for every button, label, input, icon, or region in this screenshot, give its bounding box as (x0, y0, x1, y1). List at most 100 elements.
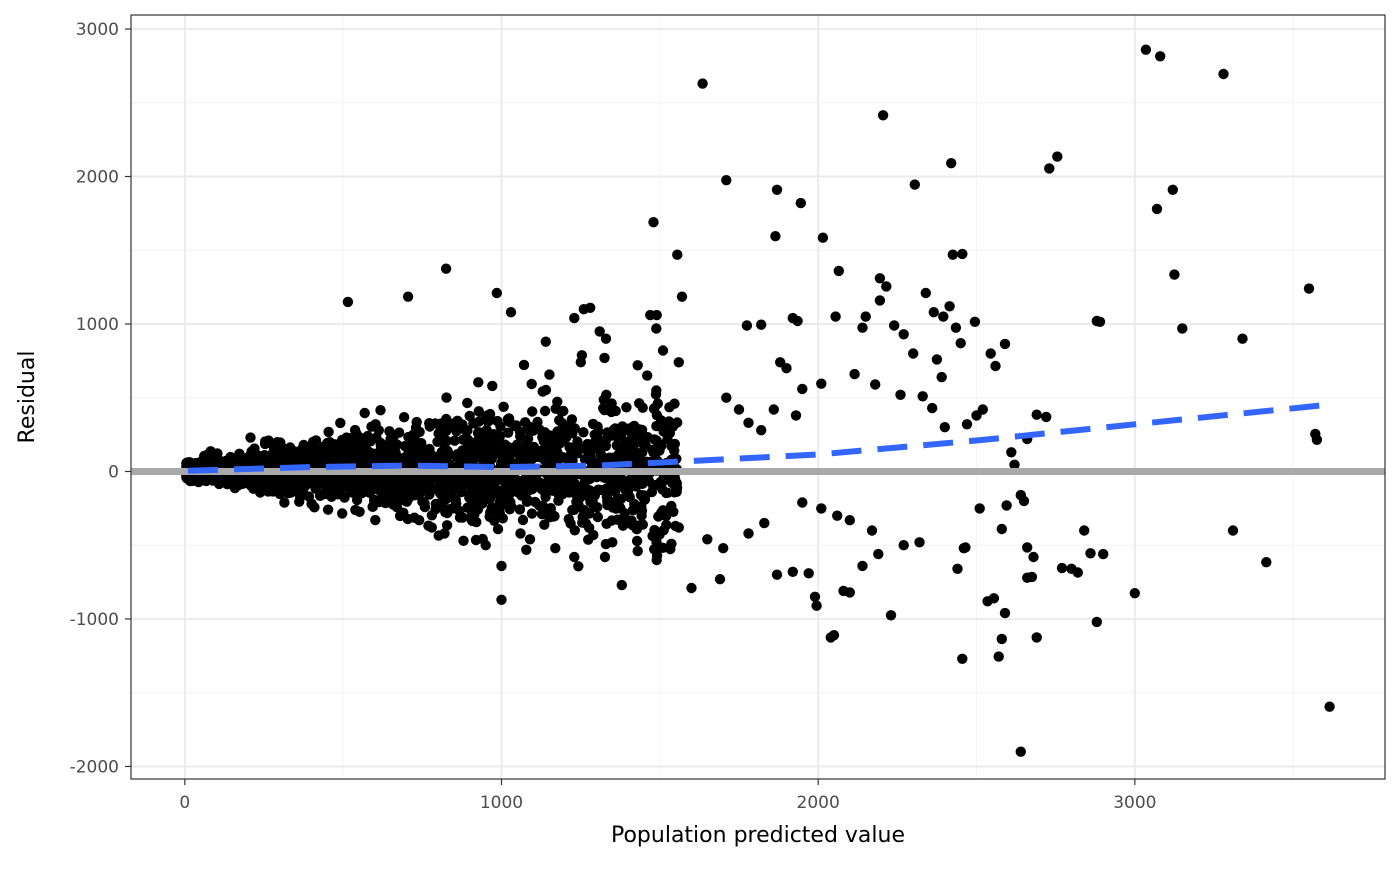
data-point (655, 415, 667, 426)
data-point (520, 417, 531, 428)
data-point (790, 410, 802, 421)
data-point (426, 522, 437, 533)
data-point (816, 503, 827, 514)
data-point (436, 446, 447, 458)
data-point (375, 405, 386, 416)
data-point (402, 442, 413, 454)
data-point (573, 561, 584, 572)
data-point (521, 544, 532, 555)
data-point (648, 217, 659, 228)
data-point (1140, 44, 1152, 55)
data-point (547, 479, 558, 491)
data-point (718, 543, 729, 554)
data-point (944, 301, 955, 312)
data-point (1018, 495, 1030, 507)
data-point (629, 503, 641, 514)
data-point (274, 472, 285, 484)
data-point (522, 452, 533, 463)
data-point (885, 610, 897, 621)
data-point (1261, 557, 1272, 568)
data-point (621, 402, 632, 413)
data-point (599, 404, 610, 416)
data-point (756, 425, 767, 436)
data-point (336, 434, 348, 446)
y-tick-label: 0 (108, 462, 119, 482)
data-point (620, 436, 631, 447)
data-point (569, 525, 580, 536)
data-point (792, 315, 803, 327)
data-point (1129, 588, 1141, 599)
data-point (342, 296, 354, 308)
data-point (849, 368, 860, 380)
data-point (743, 528, 754, 539)
data-point (697, 78, 708, 89)
data-point (642, 370, 653, 381)
data-point (650, 389, 662, 400)
data-point (550, 543, 561, 554)
data-point (996, 523, 1007, 535)
y-tick-label: 3000 (76, 20, 119, 40)
data-point (514, 504, 526, 515)
data-point (811, 600, 822, 611)
data-point (534, 500, 545, 511)
data-point (581, 445, 593, 456)
data-point (401, 496, 412, 507)
data-point (550, 403, 561, 414)
data-point (958, 543, 969, 554)
data-point (496, 594, 507, 605)
data-point (349, 424, 361, 436)
data-point (414, 515, 425, 526)
data-point (1056, 562, 1068, 574)
data-point (898, 540, 909, 551)
data-point (441, 392, 452, 403)
data-point (417, 472, 429, 484)
data-point (526, 508, 538, 519)
data-point (566, 445, 578, 457)
data-point (938, 311, 949, 322)
data-point (844, 587, 855, 598)
data-point (1085, 548, 1096, 559)
data-point (1015, 746, 1026, 757)
data-point (245, 432, 256, 443)
data-point (803, 568, 814, 579)
data-point (671, 486, 682, 497)
data-point (411, 416, 422, 428)
data-point (647, 444, 658, 456)
data-point (714, 574, 726, 585)
data-point (1052, 151, 1063, 162)
data-point (909, 179, 920, 190)
data-point (1079, 525, 1090, 536)
data-point (1021, 542, 1033, 553)
data-point (576, 350, 588, 361)
data-point (939, 422, 950, 433)
data-point (656, 507, 667, 518)
data-point (362, 430, 373, 442)
data-point (245, 477, 256, 488)
data-point (517, 514, 529, 526)
data-point (322, 504, 334, 515)
data-point (466, 509, 477, 520)
data-point (518, 359, 530, 371)
data-point (957, 653, 968, 664)
data-point (669, 473, 681, 484)
data-point (1009, 459, 1020, 470)
data-point (787, 566, 798, 577)
data-point (398, 412, 410, 423)
data-point (245, 454, 256, 466)
data-point (515, 479, 526, 490)
data-point (874, 273, 886, 284)
data-point (631, 523, 642, 535)
data-point (599, 551, 611, 563)
plot-background (131, 15, 1385, 779)
data-point (832, 510, 843, 521)
data-point (511, 420, 522, 431)
data-point (825, 632, 836, 643)
data-point (1167, 184, 1179, 195)
data-point (464, 492, 475, 503)
panel-border (130, 14, 1386, 780)
data-point (370, 514, 381, 526)
data-point (870, 379, 881, 390)
y-tick-label: 1000 (76, 315, 119, 335)
data-point (881, 281, 892, 292)
data-point (347, 487, 358, 498)
